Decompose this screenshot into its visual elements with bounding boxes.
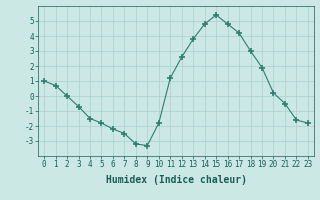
X-axis label: Humidex (Indice chaleur): Humidex (Indice chaleur) xyxy=(106,175,246,185)
